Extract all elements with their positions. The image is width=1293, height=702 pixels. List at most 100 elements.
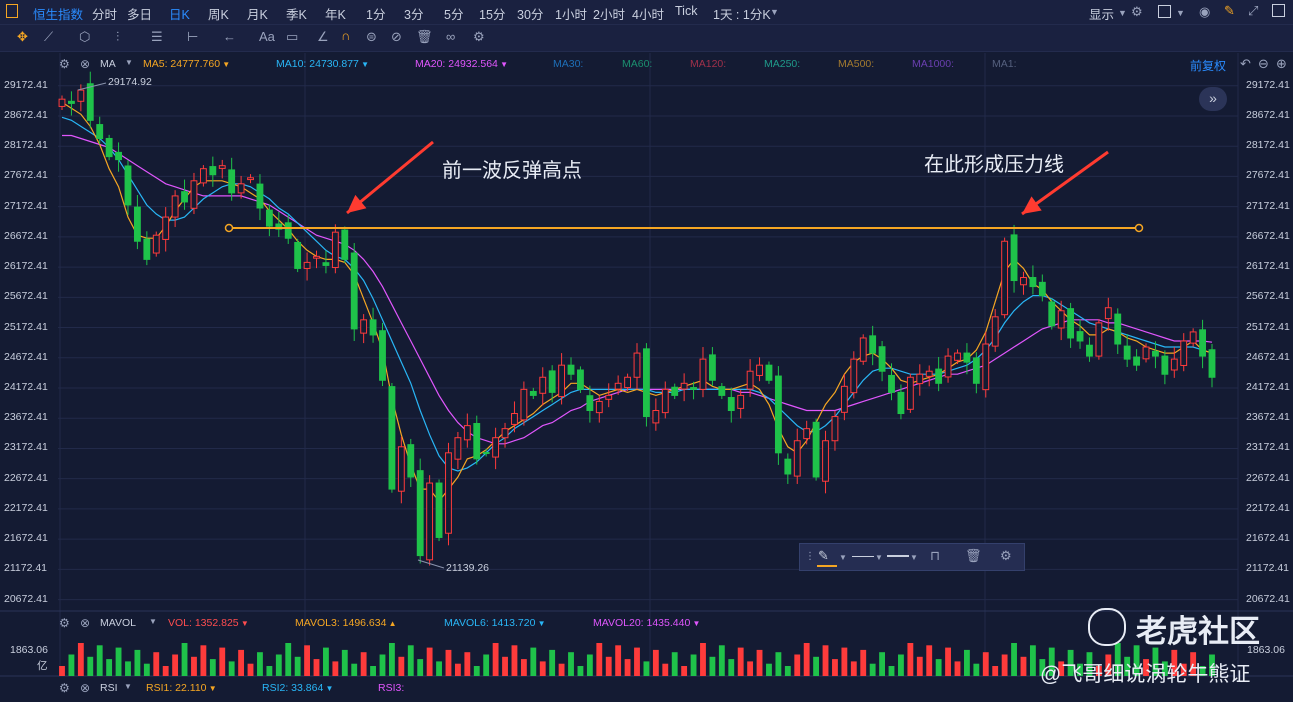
tab-10[interactable]: 5分 [444,8,464,22]
tab-9[interactable]: 3分 [404,8,424,22]
tab-5[interactable]: 月K [247,8,268,22]
line-width-icon[interactable] [887,555,909,557]
measure-tool-icon[interactable]: ⊢ [187,29,199,44]
close-icon[interactable]: ⊗ [80,57,91,71]
rsi-items-1[interactable]: RSI2: 33.864 ▼ [262,682,334,694]
ma-items-3[interactable]: MA30: [553,58,584,70]
chevron-down-icon[interactable]: ▼ [125,58,133,67]
ma-items-9[interactable]: MA1: [992,58,1017,70]
tab-4[interactable]: 周K [208,8,229,22]
tab-12[interactable]: 30分 [517,8,544,22]
ma-items-7[interactable]: MA500: [838,58,875,70]
volume-bar [1133,645,1140,676]
line-style-icon[interactable] [852,556,874,557]
collapse-panel-button[interactable]: » [1199,87,1227,111]
arrow-down-icon: ▼ [238,619,249,628]
magnet-icon[interactable]: ∩ [341,28,351,43]
ma5-line [61,101,1213,503]
ma-items-6[interactable]: MA250: [764,58,801,70]
pattern-tool-icon[interactable]: ⫶ [116,29,120,44]
chevron-down-icon[interactable]: ▼ [149,617,157,626]
undo-icon[interactable]: ↶ [1240,56,1251,71]
sidebar-toggle-icon[interactable] [6,4,18,18]
interval-select[interactable]: 1天 : 1分K [713,8,771,22]
volume-bar [850,661,857,676]
line-tool-icon[interactable]: ⟋ [44,29,54,44]
rsi-items-0[interactable]: RSI1: 22.110 ▼ [146,682,217,694]
add-icon[interactable]: ⊕ [1276,56,1287,71]
settings-gear-icon[interactable]: ⚙ [473,29,485,44]
settings-gear-icon[interactable]: ⚙ [1131,4,1143,19]
camera-icon[interactable]: ◉ [1199,4,1211,19]
expand-icon[interactable]: ⤢ [1248,3,1259,18]
tab-11[interactable]: 15分 [479,8,506,22]
tab-16[interactable]: Tick [675,4,698,18]
chevron-down-icon[interactable]: ▼ [1176,8,1185,18]
settings-gear-icon[interactable]: ⚙ [59,616,70,630]
tab-1[interactable]: 分时 [92,8,118,22]
ma-items-8[interactable]: MA1000: [912,58,955,70]
window-icon[interactable] [1272,4,1285,17]
crosshair-icon[interactable]: ✥ [17,29,28,44]
tab-13[interactable]: 1小时 [555,8,587,22]
chevron-down-icon[interactable]: ▼ [875,553,883,562]
close-icon[interactable]: ⊗ [80,616,91,630]
rsi-items-2[interactable]: RSI3: [378,682,405,694]
ma-items-1[interactable]: MA10: 24730.877 ▼ [276,58,370,70]
chevron-down-icon[interactable]: ▼ [910,553,918,562]
pencil-icon[interactable]: ✎ [1224,3,1235,18]
y-tick-left-4: 27172.41 [4,199,48,212]
display-menu[interactable]: 显示 [1089,8,1115,22]
volume-bar [718,645,725,676]
link-icon[interactable]: ∞ [446,29,456,44]
trash-icon[interactable]: 🗑 [965,548,982,563]
tab-15[interactable]: 4小时 [632,8,664,22]
comment-icon[interactable]: ▭ [286,29,299,44]
tab-8[interactable]: 1分 [366,8,386,22]
vol-items-0[interactable]: VOL: 1352.825 ▼ [168,617,249,629]
candle-body [520,388,528,421]
tab-6[interactable]: 季K [286,8,307,22]
tab-14[interactable]: 2小时 [593,8,625,22]
arrow-down-icon: ▼ [690,619,701,628]
ma-items-0[interactable]: MA5: 24777.760 ▼ [143,58,231,70]
lock-icon[interactable]: ⊜ [366,29,377,44]
checkbox-icon[interactable] [1158,5,1171,18]
drag-handle-icon[interactable]: ⋮ [805,551,815,562]
hide-icon[interactable]: ⊘ [391,29,402,44]
arrow-left-icon[interactable]: ← [223,29,236,44]
volume-bar [539,661,546,676]
chevron-down-icon[interactable]: ▼ [1118,8,1127,18]
pencil-icon[interactable]: ✎ [818,548,829,563]
close-icon[interactable]: ⊗ [80,681,91,695]
trash-icon[interactable]: 🗑 [416,29,433,44]
high-label-leader [77,82,107,91]
vol-items-3[interactable]: MAVOL20: 1435.440 ▼ [593,617,701,629]
ma-items-5[interactable]: MA120: [690,58,727,70]
shape-tool-icon[interactable]: ⬡ [79,29,91,44]
tab-7[interactable]: 年K [325,8,346,22]
minimize-icon[interactable]: ⊖ [1258,56,1269,71]
ruler-icon[interactable]: ∠ [317,29,329,44]
chevron-down-icon[interactable]: ▼ [770,7,779,17]
vol-items-1[interactable]: MAVOL3: 1496.634 ▲ [295,617,397,629]
settings-gear-icon[interactable]: ⚙ [59,681,70,695]
tab-3[interactable]: 日K [169,8,190,22]
candle-body [1010,234,1018,282]
fib-tool-icon[interactable]: ☰ [151,29,163,44]
chevron-down-icon[interactable]: ▼ [124,682,132,691]
candle-body [586,395,594,412]
settings-gear-icon[interactable]: ⚙ [59,57,70,71]
ma-items-4[interactable]: MA60: [622,58,653,70]
vol-items-2[interactable]: MAVOL6: 1413.720 ▼ [444,617,546,629]
chevron-down-icon[interactable]: ▼ [839,553,847,562]
text-tool-icon[interactable]: Aa [259,29,275,44]
tab-0[interactable]: 恒生指数 [33,8,84,22]
tab-2[interactable]: 多日 [127,8,153,22]
ma-items-2[interactable]: MA20: 24932.564 ▼ [415,58,509,70]
restore-adjust-button[interactable]: 前复权 [1190,59,1227,73]
lock-icon[interactable]: ⊓ [930,548,941,563]
settings-gear-icon[interactable]: ⚙ [1000,548,1012,563]
volume-bar [143,663,150,676]
